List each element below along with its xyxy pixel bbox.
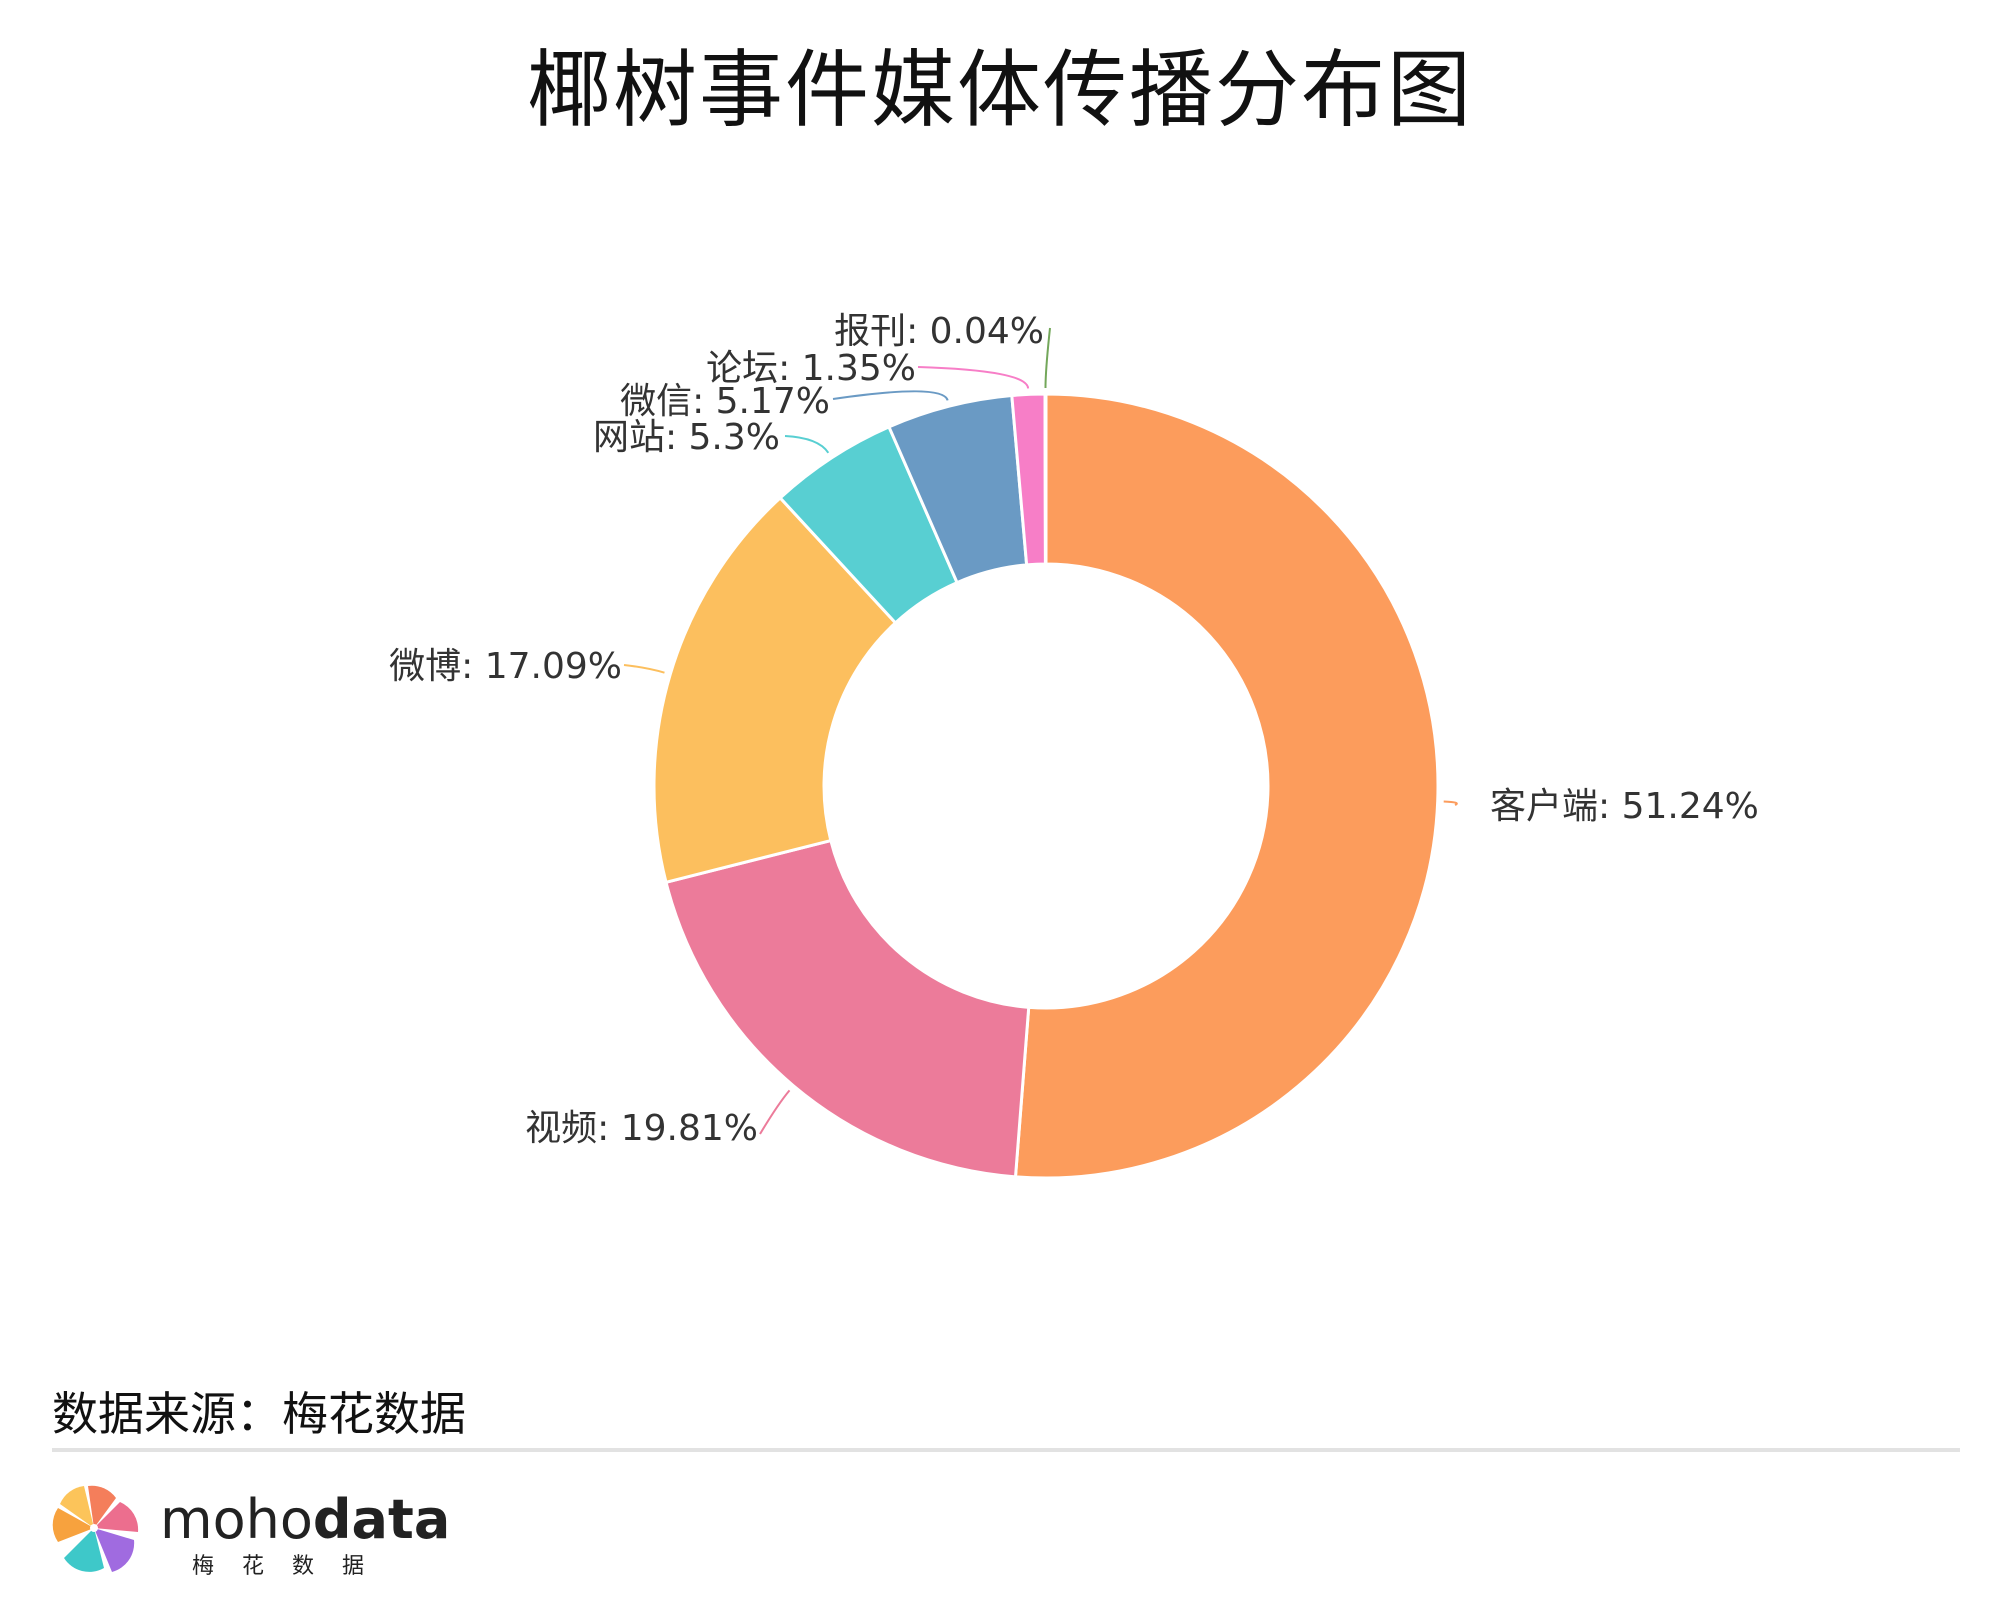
slice-label-网站: 网站: 5.3% — [593, 417, 780, 458]
slice-视频[interactable] — [664, 838, 1031, 1179]
slice-label-报刊: 报刊: 0.04% — [834, 311, 1044, 352]
leader-line-论坛 — [917, 366, 1030, 389]
slice-微博[interactable] — [652, 495, 898, 885]
leader-line-网站 — [784, 435, 830, 454]
donut-slices — [652, 392, 1440, 1180]
mohodata-logo-icon — [52, 1485, 139, 1572]
leader-line-视频 — [759, 1089, 791, 1135]
leader-line-微信 — [832, 390, 949, 401]
leader-line-报刊 — [1044, 327, 1051, 389]
leader-line-客户端 — [1443, 800, 1458, 806]
slice-label-视频: 视频: 19.81% — [525, 1108, 758, 1149]
slice-报刊[interactable] — [1043, 392, 1048, 566]
donut-chart: 客户端: 51.24% 视频: 19.81% 微博: 17.09% 网站: 5.3%微… — [389, 311, 1759, 1180]
slice-label-论坛: 论坛: 1.35% — [706, 348, 916, 389]
slice-label-客户端: 客户端: 51.24% — [1490, 786, 1759, 827]
slice-label-微信: 微信: 5.17% — [620, 381, 830, 422]
slice-客户端[interactable] — [1013, 392, 1440, 1180]
chart-title: 椰树事件媒体传播分布图 — [526, 41, 1473, 139]
brand-suffix: data — [312, 1488, 451, 1551]
slice-labels: 客户端: 51.24% 视频: 19.81% 微博: 17.09% 网站: 5.3%微… — [389, 311, 1759, 1149]
brand-prefix: moho — [160, 1488, 313, 1551]
footer-divider — [52, 1448, 1960, 1452]
leader-lines — [623, 327, 1458, 1135]
brand-wordmark: mohodata — [160, 1490, 450, 1550]
data-source-note: 数据来源：梅花数据 — [52, 1387, 466, 1441]
slice-label-微博: 微博: 17.09% — [389, 646, 622, 687]
brand-subtitle: 梅花数据 — [192, 1554, 393, 1579]
leader-line-微博 — [623, 664, 665, 674]
